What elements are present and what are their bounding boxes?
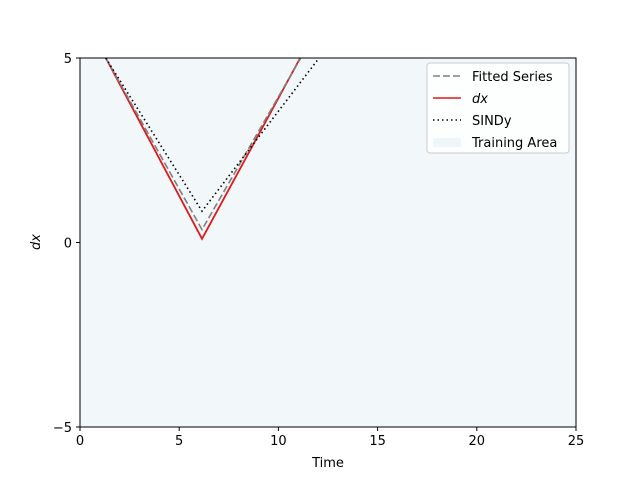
x-tick-label: 25 bbox=[568, 434, 585, 449]
x-tick-label: 10 bbox=[270, 434, 287, 449]
legend-label: SINDy bbox=[472, 114, 512, 129]
legend-label: Fitted Series bbox=[472, 70, 553, 85]
series-line-fitted-series bbox=[105, 58, 302, 232]
x-tick-label: 0 bbox=[76, 434, 84, 449]
series-line-dx bbox=[104, 58, 302, 241]
legend: Fitted Series dx SINDy Training Area bbox=[426, 62, 570, 154]
legend-box bbox=[426, 62, 570, 154]
x-axis: 0 5 10 15 20 25 bbox=[76, 427, 584, 449]
y-tick-label: 0 bbox=[64, 237, 72, 252]
legend-swatch bbox=[433, 138, 461, 147]
legend-label: dx bbox=[472, 92, 488, 107]
y-tick-label: −5 bbox=[53, 421, 72, 436]
series-layer bbox=[104, 58, 320, 241]
y-tick-label: 5 bbox=[64, 52, 72, 67]
y-axis: −5 0 5 bbox=[53, 52, 80, 436]
x-tick-label: 15 bbox=[369, 434, 386, 449]
x-tick-label: 20 bbox=[469, 434, 486, 449]
x-tick-label: 5 bbox=[175, 434, 183, 449]
y-axis-label: dx bbox=[29, 234, 44, 250]
x-axis-label: Time bbox=[311, 456, 344, 471]
series-line-sindy bbox=[105, 58, 320, 213]
legend-label: Training Area bbox=[471, 136, 557, 151]
